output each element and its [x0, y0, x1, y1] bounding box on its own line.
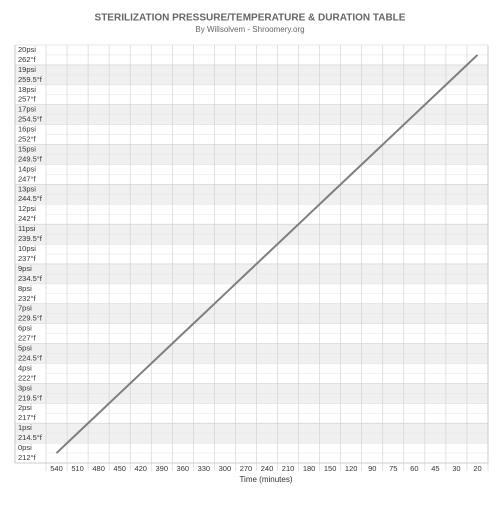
- x-tick-label: 300: [219, 464, 232, 473]
- y-tick-label: 2psi: [18, 403, 32, 412]
- y-tick-label: 12psi: [18, 204, 36, 213]
- y-tick-label: 0psi: [18, 443, 32, 452]
- x-tick-label: 360: [177, 464, 190, 473]
- y-tick-label: 1psi: [18, 423, 32, 432]
- y-tick-temp: 242°f: [18, 214, 37, 223]
- y-tick-label: 8psi: [18, 284, 32, 293]
- y-tick-temp: 249.5°f: [18, 154, 43, 163]
- y-tick-temp: 237°f: [18, 254, 37, 263]
- x-tick-label: 180: [303, 464, 316, 473]
- y-tick-temp: 229.5°f: [18, 314, 43, 323]
- y-tick-temp: 227°f: [18, 334, 37, 343]
- y-tick-label: 13psi: [18, 184, 36, 193]
- y-tick-label: 14psi: [18, 164, 36, 173]
- y-tick-temp: 259.5°f: [18, 75, 43, 84]
- y-tick-label: 16psi: [18, 125, 36, 134]
- y-tick-temp: 262°f: [18, 55, 37, 64]
- y-tick-temp: 257°f: [18, 95, 37, 104]
- x-tick-label: 20: [473, 464, 481, 473]
- y-tick-temp: 212°f: [18, 453, 37, 462]
- y-tick-label: 6psi: [18, 324, 32, 333]
- y-tick-temp: 224.5°f: [18, 353, 43, 362]
- x-tick-label: 90: [368, 464, 376, 473]
- y-tick-temp: 254.5°f: [18, 115, 43, 124]
- y-tick-temp: 244.5°f: [18, 194, 43, 203]
- y-tick-label: 10psi: [18, 244, 36, 253]
- y-tick-label: 20psi: [18, 45, 36, 54]
- y-tick-label: 17psi: [18, 105, 36, 114]
- x-axis-label: Time (minutes): [239, 475, 292, 484]
- y-tick-temp: 247°f: [18, 174, 37, 183]
- data-line: [55, 54, 479, 454]
- x-tick-label: 330: [198, 464, 211, 473]
- x-tick-label: 45: [431, 464, 439, 473]
- x-tick-label: 30: [452, 464, 460, 473]
- y-tick-label: 18psi: [18, 85, 36, 94]
- x-tick-label: 390: [156, 464, 169, 473]
- y-tick-label: 4psi: [18, 363, 32, 372]
- y-tick-label: 7psi: [18, 304, 32, 313]
- y-tick-temp: 239.5°f: [18, 234, 43, 243]
- y-tick-label: 15psi: [18, 144, 36, 153]
- x-tick-label: 120: [345, 464, 358, 473]
- y-tick-temp: 252°f: [18, 135, 37, 144]
- x-tick-label: 75: [389, 464, 397, 473]
- y-tick-temp: 214.5°f: [18, 433, 43, 442]
- y-tick-temp: 234.5°f: [18, 274, 43, 283]
- x-tick-label: 240: [261, 464, 274, 473]
- y-tick-label: 19psi: [18, 65, 36, 74]
- x-tick-label: 540: [50, 464, 63, 473]
- chart-subtitle: By Willsolvem - Shroomery.org: [195, 25, 304, 34]
- chart-title: STERILIZATION PRESSURE/TEMPERATURE & DUR…: [95, 13, 406, 24]
- x-tick-label: 510: [71, 464, 84, 473]
- x-tick-label: 270: [240, 464, 253, 473]
- x-tick-label: 480: [92, 464, 105, 473]
- y-tick-temp: 232°f: [18, 294, 37, 303]
- y-tick-temp: 217°f: [18, 413, 37, 422]
- x-tick-label: 60: [410, 464, 418, 473]
- y-tick-label: 9psi: [18, 264, 32, 273]
- y-tick-temp: 222°f: [18, 373, 37, 382]
- x-tick-label: 150: [324, 464, 337, 473]
- x-tick-label: 420: [134, 464, 147, 473]
- x-tick-label: 210: [282, 464, 295, 473]
- y-tick-temp: 219.5°f: [18, 393, 43, 402]
- y-tick-label: 11psi: [18, 224, 36, 233]
- y-tick-label: 5psi: [18, 344, 32, 353]
- x-tick-label: 450: [113, 464, 126, 473]
- y-tick-label: 3psi: [18, 383, 32, 392]
